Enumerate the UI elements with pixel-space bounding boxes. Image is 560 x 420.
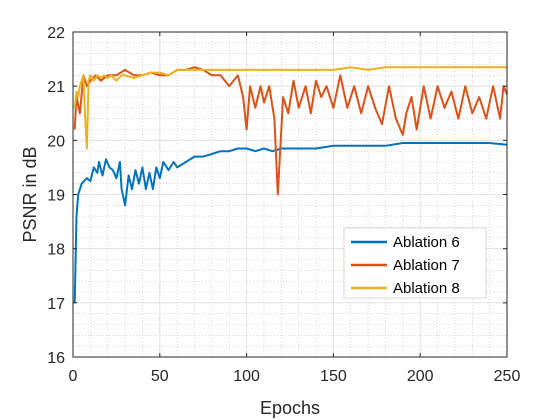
x-tick-label: 100 [233, 368, 260, 385]
series-line-3 [73, 66, 507, 150]
y-tick-label: 22 [47, 25, 65, 42]
y-tick-label: 21 [47, 79, 65, 96]
x-tick-label: 0 [69, 368, 78, 385]
legend-label-3: Ablation 8 [393, 280, 460, 297]
tick-marks [72, 31, 508, 358]
legend-box [343, 227, 487, 299]
x-tick-labels: 0 50 100 150 200 250 [69, 368, 521, 385]
y-tick-label: 18 [47, 242, 65, 259]
x-tick-label: 50 [151, 368, 169, 385]
series-line-2 [73, 66, 508, 196]
y-tick-label: 17 [47, 296, 65, 313]
y-tick-label: 20 [47, 133, 65, 150]
series-line-1 [73, 142, 508, 303]
x-tick-label: 150 [320, 368, 347, 385]
legend: Ablation 6 Ablation 7 Ablation 8 [343, 227, 487, 299]
y-tick-label: 19 [47, 188, 65, 205]
y-tick-label: 16 [47, 350, 65, 367]
series-layer [73, 66, 508, 303]
y-tick-labels: 16 17 18 19 20 21 22 [47, 25, 65, 367]
legend-label-2: Ablation 7 [393, 257, 460, 274]
y-axis-title: PSNR in dB [20, 146, 40, 242]
legend-label-1: Ablation 6 [393, 234, 460, 251]
x-tick-label: 250 [494, 368, 521, 385]
x-axis-title: Epochs [260, 398, 320, 418]
x-tick-label: 200 [407, 368, 434, 385]
